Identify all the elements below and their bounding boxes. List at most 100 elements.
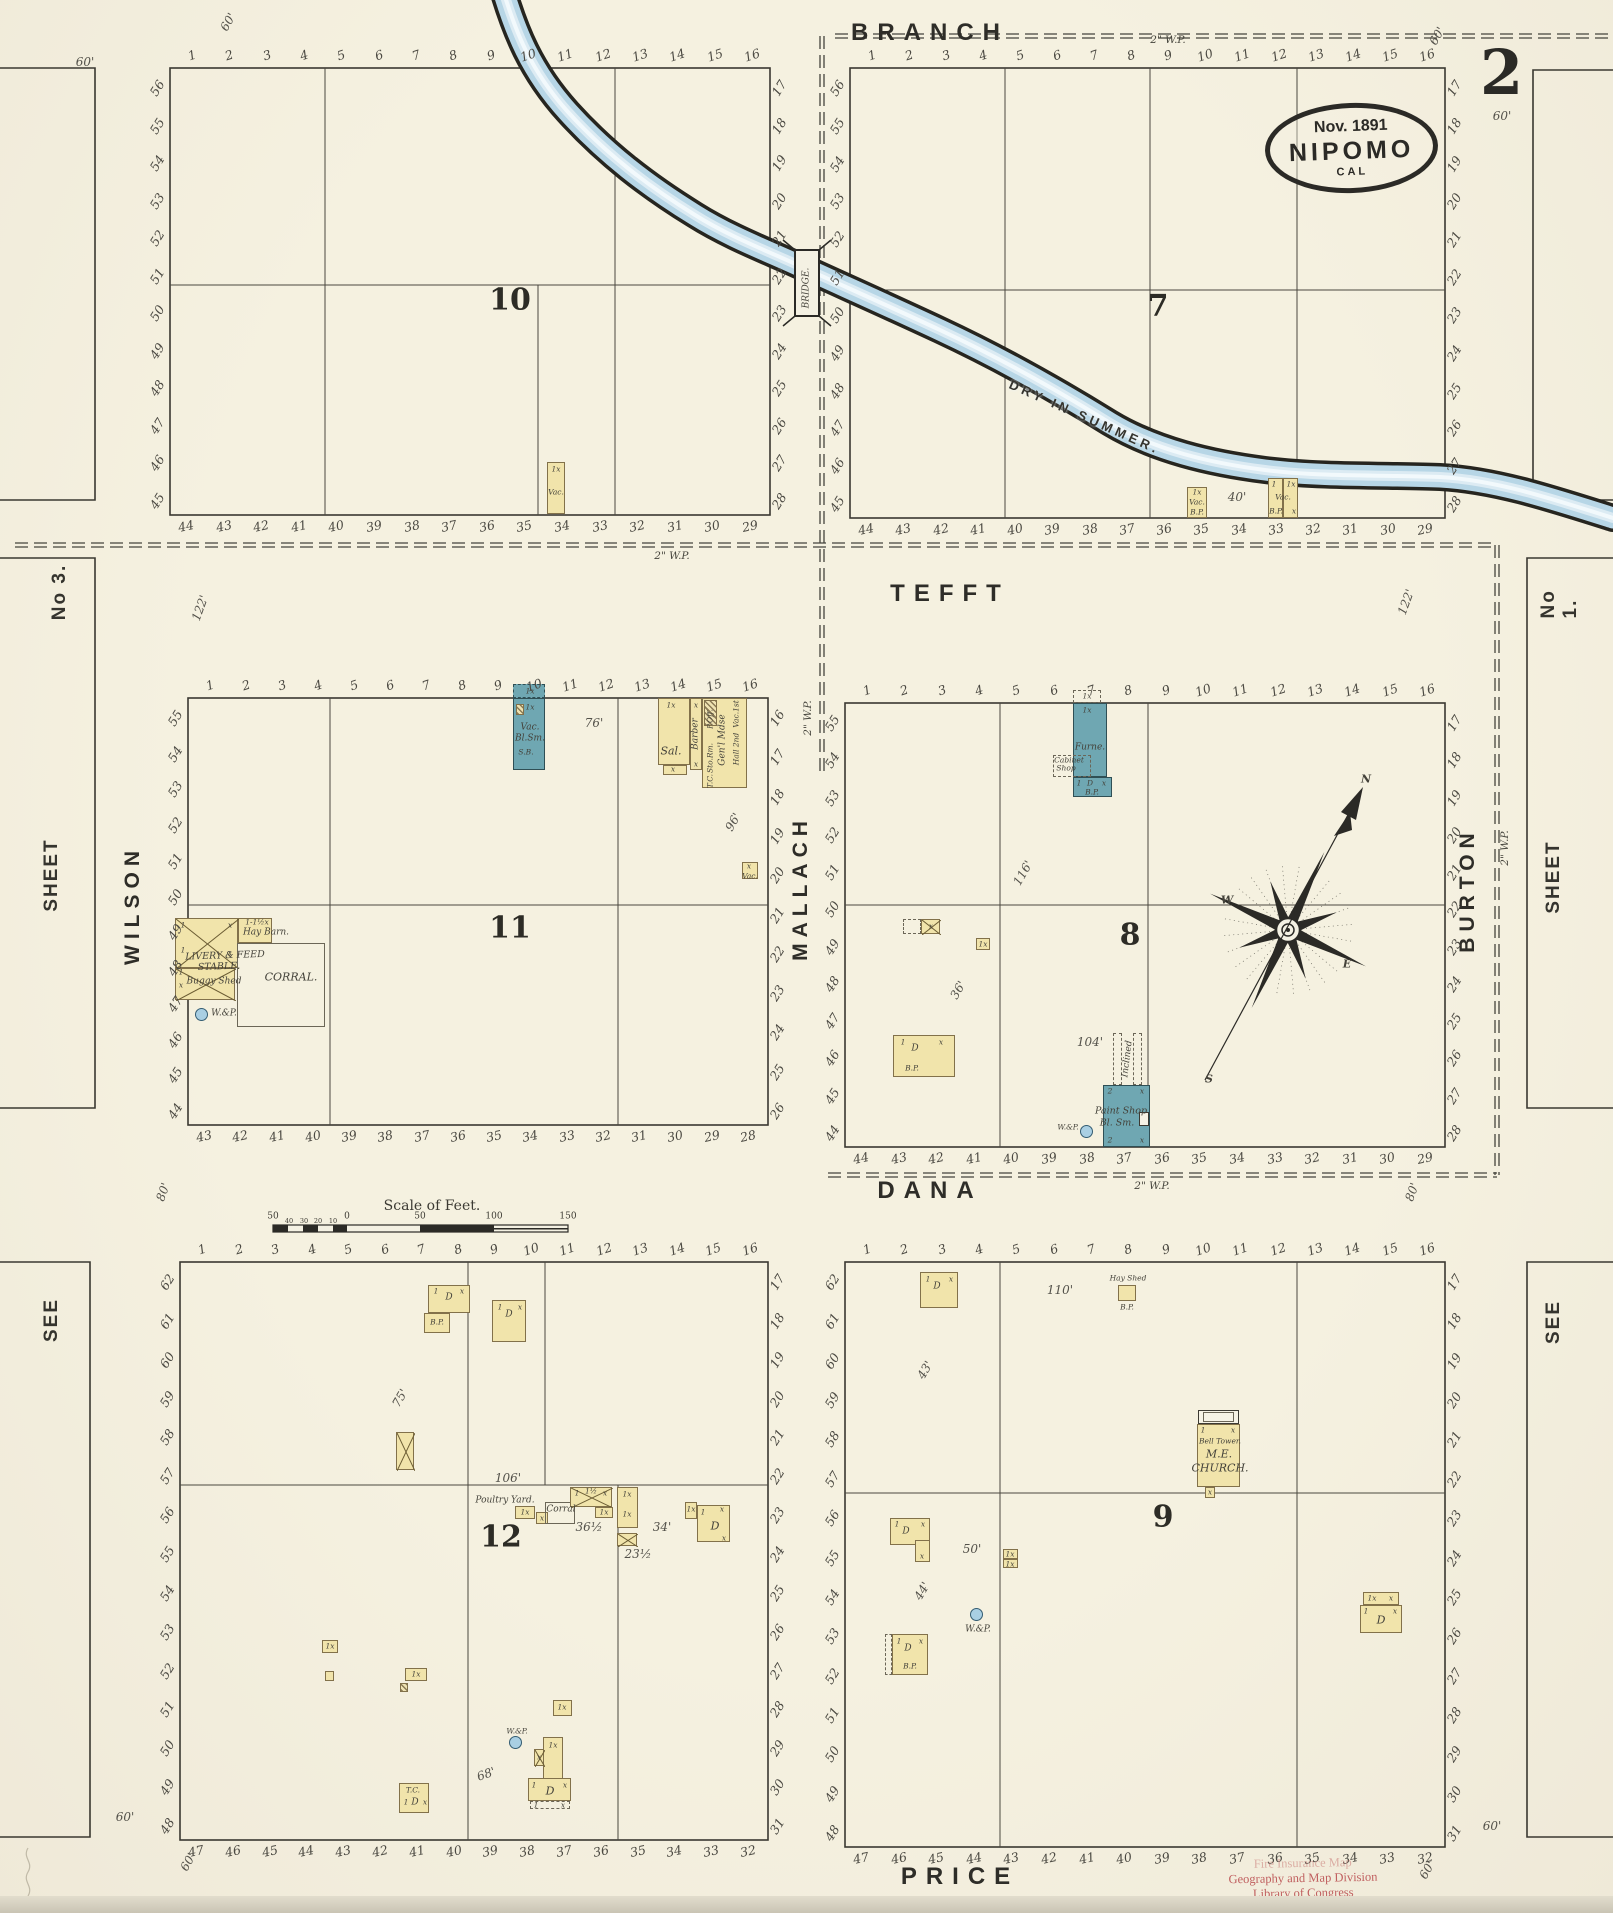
- map-annotation: D: [710, 1519, 720, 1533]
- well-pump-marker: [970, 1608, 983, 1621]
- map-annotation: D: [505, 1309, 513, 1320]
- building-footprint: [1360, 1605, 1402, 1633]
- map-annotation: 1x: [1286, 479, 1296, 489]
- building-footprint: [742, 862, 758, 879]
- map-annotation: x: [517, 1302, 523, 1312]
- margin-ref-left-no: No 3.: [49, 563, 70, 621]
- map-annotation: 1x: [622, 1509, 632, 1519]
- building-footprint: [424, 1313, 450, 1333]
- map-annotation: 1x: [686, 1504, 696, 1514]
- building-footprint: [322, 1640, 338, 1653]
- building-footprint: [528, 1778, 571, 1801]
- margin-ref-left-see: SEE: [41, 1297, 62, 1343]
- crossed-building-mark: [922, 920, 941, 935]
- well-pump-marker: [195, 1008, 208, 1021]
- map-annotation: T.C.: [705, 773, 715, 789]
- street-label-price: PRICE: [900, 1863, 1020, 1890]
- building-footprint: [325, 1671, 334, 1681]
- map-annotation: x: [1139, 1135, 1145, 1145]
- map-annotation: 1: [433, 1286, 439, 1296]
- map-annotation: B.P.: [1190, 507, 1204, 517]
- map-annotation: 36½: [575, 1520, 603, 1534]
- map-annotation: x: [670, 764, 676, 774]
- map-annotation: M.E.: [1205, 1447, 1233, 1461]
- map-annotation: 50': [962, 1542, 982, 1556]
- margin-ref-right-see: SEE: [1543, 1299, 1564, 1345]
- map-annotation: x: [920, 1519, 926, 1529]
- map-annotation: x: [693, 700, 699, 710]
- lot-number: 38: [1080, 520, 1099, 538]
- map-annotation: 2" W.P.: [801, 700, 814, 736]
- building-footprint: [1003, 1549, 1018, 1559]
- map-annotation: Bl. Sm.: [1099, 1117, 1135, 1129]
- map-annotation: D: [411, 1797, 419, 1808]
- map-annotation: x: [1291, 506, 1297, 516]
- block-number: 7: [1147, 288, 1169, 324]
- map-annotation: B.P.: [1120, 1302, 1134, 1312]
- map-annotation: CHURCH.: [1191, 1461, 1249, 1475]
- map-annotation: x: [560, 1800, 566, 1810]
- building-footprint: [1187, 487, 1207, 518]
- map-annotation: Sal.: [660, 744, 682, 758]
- lot-number: 33: [557, 1127, 576, 1145]
- map-annotation: D: [1086, 778, 1094, 788]
- well-pump-marker: [1080, 1125, 1093, 1138]
- street-label-mallach: MALLACH: [789, 815, 812, 961]
- map-annotation: 1: [533, 1800, 539, 1810]
- map-annotation: 1x: [1192, 487, 1202, 497]
- building-footprint: [595, 1507, 613, 1518]
- map-annotation: CORRAL.: [264, 970, 318, 984]
- map-annotation: x: [1388, 1593, 1394, 1603]
- map-annotation: D: [911, 1043, 919, 1054]
- map-annotation: D: [904, 1643, 912, 1654]
- block-number: 9: [1152, 1499, 1174, 1535]
- map-annotation: 1x: [548, 1740, 558, 1750]
- map-annotation: W.&P.: [965, 1624, 991, 1635]
- map-annotation: Cabinet: [1054, 755, 1084, 765]
- building-footprint: [1283, 478, 1298, 518]
- title-state: CAL: [1336, 165, 1369, 179]
- lot-number: 35: [628, 1842, 647, 1860]
- lot-number: 39: [1152, 1849, 1172, 1867]
- scale-label: 50: [414, 1211, 426, 1222]
- lot-number: 36: [448, 1127, 468, 1145]
- map-annotation: B.P.: [1085, 787, 1099, 797]
- margin-box: [1532, 69, 1613, 501]
- margin-ref-right-no: No 1.: [1538, 589, 1581, 619]
- lot-number: 34: [1229, 520, 1248, 538]
- map-annotation: x: [422, 1797, 428, 1807]
- map-annotation: 1: [178, 967, 184, 977]
- scale-bar-title: Scale of Feet.: [383, 1198, 481, 1214]
- building-footprint: [1053, 755, 1091, 777]
- building-footprint: [1203, 1412, 1234, 1422]
- building-footprint: [515, 1506, 535, 1519]
- map-annotation: x: [721, 1533, 727, 1543]
- building-footprint: [399, 1783, 429, 1813]
- building-footprint: [1139, 1112, 1149, 1126]
- map-annotation: 1x: [520, 1507, 530, 1517]
- paper-edge-shadow: [0, 1896, 1613, 1913]
- stamp-line-1: Fire Insurance Map: [1253, 1855, 1352, 1871]
- building-footprint: [1197, 1424, 1240, 1487]
- lot-number: 41: [1077, 1849, 1096, 1867]
- building-footprint: [570, 1487, 613, 1508]
- building-footprint: [1198, 1410, 1239, 1424]
- map-annotation: 1: [1271, 479, 1277, 489]
- building-footprint: [893, 1035, 955, 1077]
- map-annotation: x: [746, 861, 752, 871]
- map-annotation: Poultry Yard.: [475, 1495, 535, 1506]
- map-annotation: Vac.: [742, 871, 758, 881]
- lot-number: 41: [407, 1842, 427, 1860]
- lot-number: 40: [303, 1127, 323, 1145]
- map-annotation: 1: [1200, 1425, 1206, 1435]
- scale-label: 50: [267, 1211, 279, 1222]
- map-annotation: 2" W.P.: [1498, 830, 1511, 866]
- scale-minor-label: 20: [313, 1216, 323, 1225]
- building-footprint: [1113, 1033, 1122, 1085]
- lot-number: 45: [260, 1842, 279, 1860]
- map-annotation: 110': [1046, 1283, 1074, 1297]
- map-annotation: x: [1230, 1425, 1236, 1435]
- building-footprint: [1205, 1487, 1215, 1498]
- scale-label: 0: [344, 1211, 350, 1222]
